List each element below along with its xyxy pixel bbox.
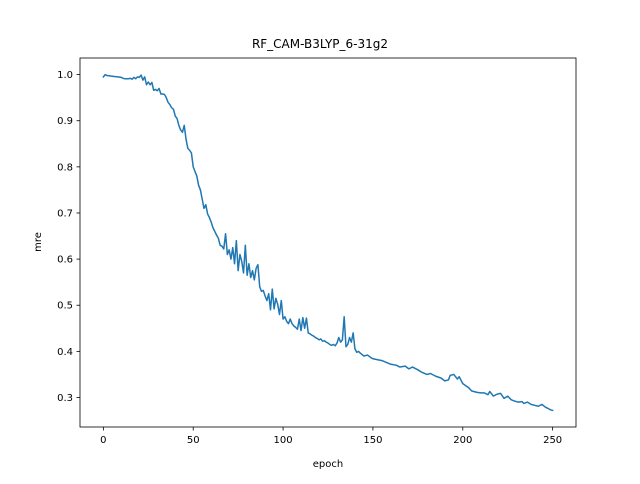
x-tick-label: 150 [363,435,382,446]
y-tick-label: 0.5 [57,301,73,312]
x-tick-label: 100 [274,435,293,446]
x-tick-label: 200 [453,435,472,446]
y-axis-label: mre [33,232,44,252]
x-tick-label: 0 [100,435,106,446]
plot-area: 0 50 100 150 200 250 0.3 0.4 0.5 0.6 0.7 0.8 0.9 1.0 [57,57,577,446]
series-line [102,73,554,412]
x-tick-label: 50 [187,435,200,446]
y-tick-label: 1.0 [57,70,73,81]
y-tick-label: 0.3 [57,393,73,404]
x-tick-label: 250 [543,435,562,446]
x-axis-label: epoch [313,459,343,470]
chart-title: RF_CAM-B3LYP_6-31g2 [252,37,388,51]
y-tick-label: 0.9 [57,116,73,127]
y-tick-label: 0.6 [57,255,73,266]
y-tick-label: 0.4 [57,347,73,358]
y-tick-label: 0.8 [57,162,73,173]
axes-frame [79,57,577,428]
y-tick-label: 0.7 [57,208,73,219]
